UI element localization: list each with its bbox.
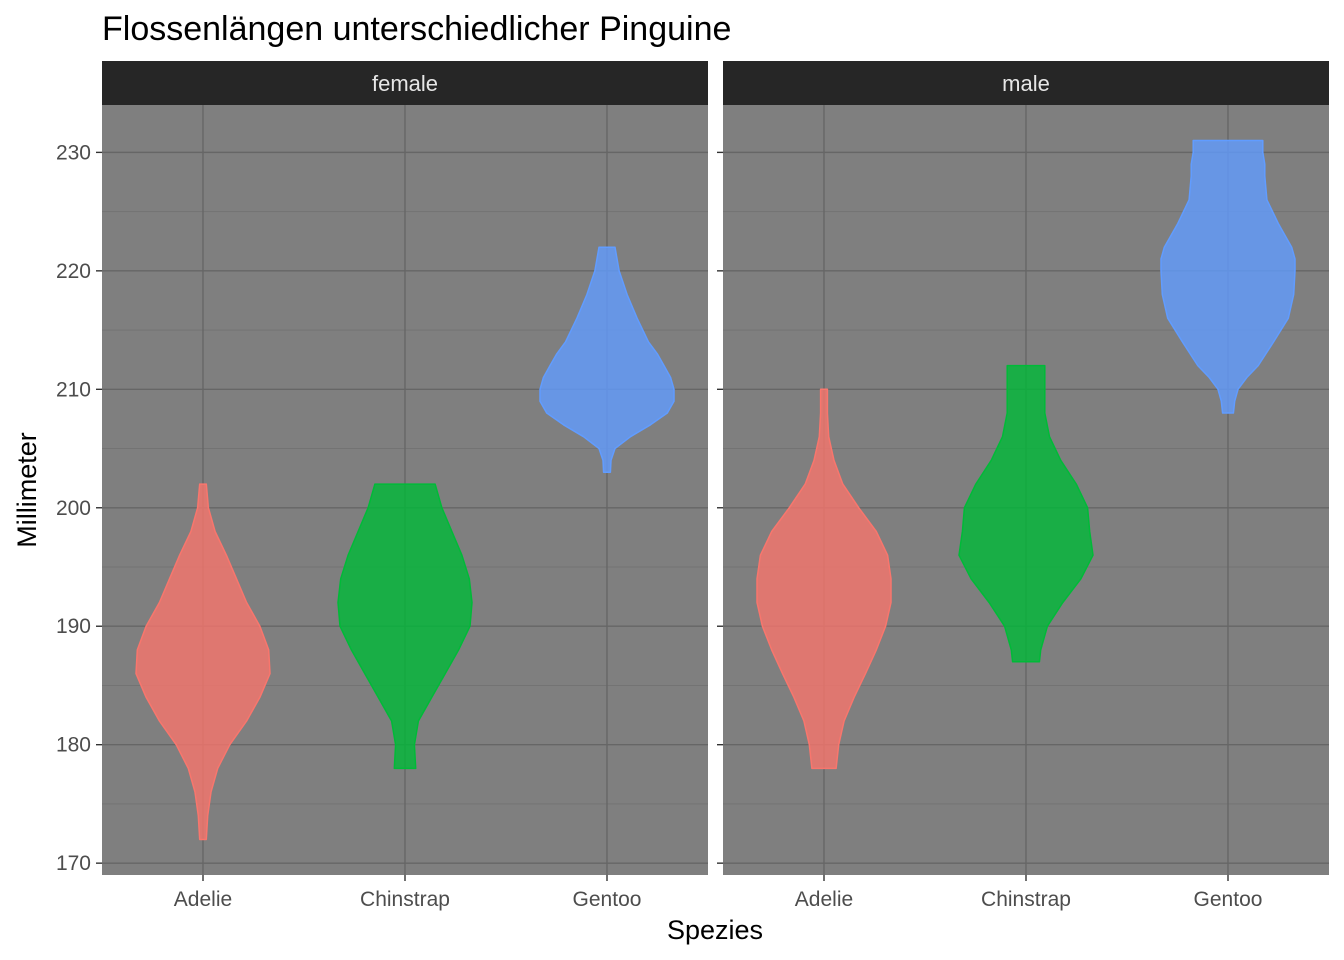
strip-label-female: female <box>372 71 438 96</box>
x-tick-label-gentoo: Gentoo <box>573 888 642 911</box>
y-tick-label-190: 190 <box>56 615 91 638</box>
strip-male <box>723 61 1329 105</box>
x-tick-label-adelie: Adelie <box>174 888 232 911</box>
y-tick-label-200: 200 <box>56 497 91 520</box>
x-axis-title: Spezies <box>667 915 763 945</box>
violin-female-adelie <box>135 483 271 841</box>
violin-male-chinstrap <box>958 364 1094 663</box>
y-tick-label-180: 180 <box>56 734 91 757</box>
chart-title: Flossenlängen unterschiedlicher Pinguine <box>102 10 731 48</box>
y-tick-label-230: 230 <box>56 141 91 164</box>
violin-male-gentoo <box>1160 139 1296 414</box>
y-axis-title: Millimeter <box>12 432 42 548</box>
violin-male-adelie <box>756 388 892 770</box>
panel-female: female Adelie Chinstrap Gentoo 170 180 190 200 2… <box>56 61 708 911</box>
x-tick-label-chinstrap: Chinstrap <box>981 888 1071 911</box>
panel-male: male Adelie Chinstrap Gentoo <box>717 61 1329 911</box>
strip-female <box>102 61 708 105</box>
y-tick-label-210: 210 <box>56 378 91 401</box>
y-tick-label-220: 220 <box>56 260 91 283</box>
violin-female-gentoo <box>539 246 675 473</box>
y-tick-label-170: 170 <box>56 852 91 875</box>
x-tick-label-chinstrap: Chinstrap <box>360 888 450 911</box>
strip-label-male: male <box>1002 71 1050 96</box>
x-tick-label-adelie: Adelie <box>795 888 853 911</box>
x-tick-label-gentoo: Gentoo <box>1194 888 1263 911</box>
violin-female-chinstrap <box>337 483 473 770</box>
